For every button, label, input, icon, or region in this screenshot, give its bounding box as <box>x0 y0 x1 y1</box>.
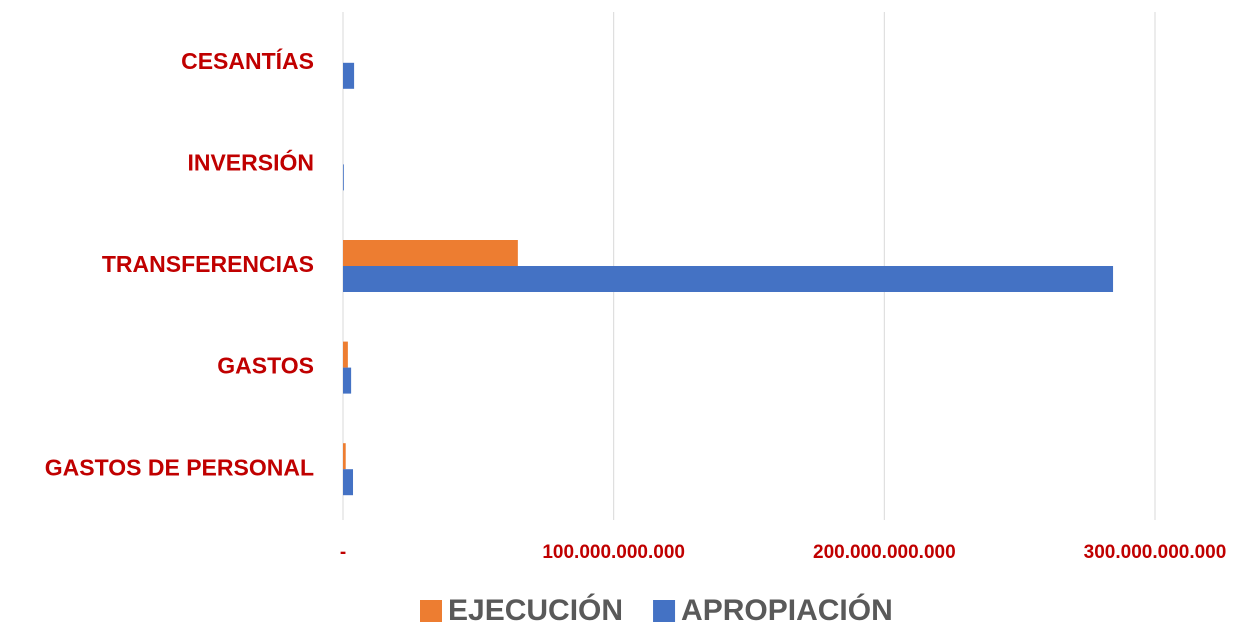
category-label: GASTOS <box>217 353 314 379</box>
x-tick-label: 200.000.000.000 <box>813 542 956 563</box>
bar <box>343 443 346 470</box>
category-label: GASTOS DE PERSONAL <box>45 454 314 480</box>
legend-label: EJECUCIÓN <box>448 593 623 627</box>
category-label: CESANTÍAS <box>181 47 314 74</box>
legend-swatch <box>653 600 676 622</box>
legend-label: APROPIACIÓN <box>681 593 893 627</box>
x-tick-label: - <box>340 542 346 563</box>
category-label: TRANSFERENCIAS <box>102 251 314 277</box>
x-tick-label: 100.000.000.000 <box>542 542 685 563</box>
bar <box>343 164 344 191</box>
bar <box>343 266 1114 292</box>
bar <box>343 341 348 368</box>
bar <box>343 240 518 266</box>
legend-swatch <box>420 600 442 622</box>
bar <box>343 62 355 89</box>
bar <box>343 367 352 394</box>
x-tick-label: 300.000.000.000 <box>1084 542 1227 563</box>
category-label: INVERSIÓN <box>187 148 314 175</box>
bar <box>343 469 354 496</box>
